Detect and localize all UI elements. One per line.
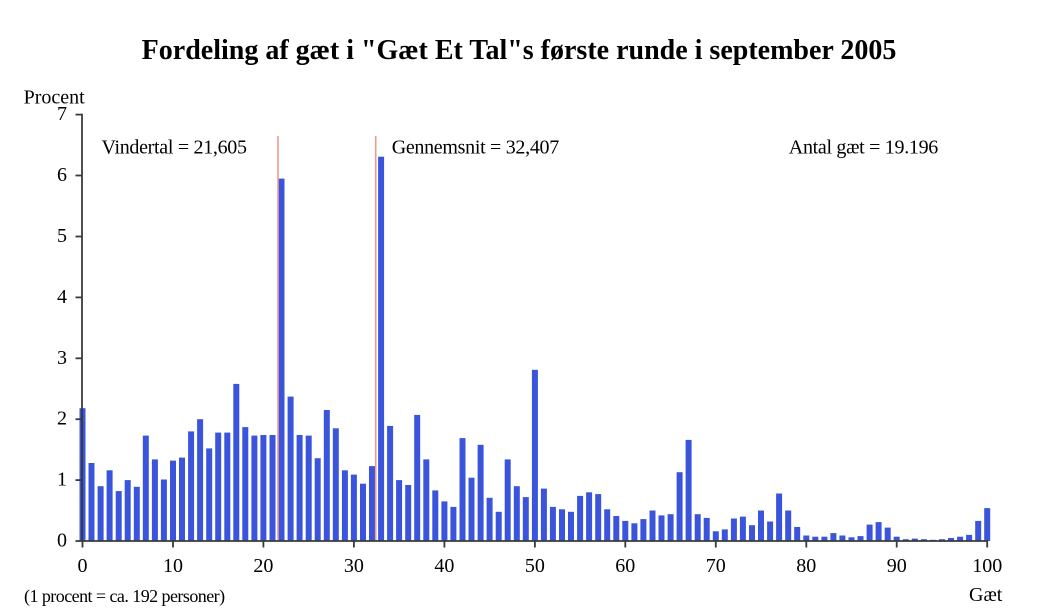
svg-text:100: 100 [972, 555, 1002, 577]
svg-text:5: 5 [57, 225, 67, 247]
svg-text:Gæt: Gæt [969, 584, 1003, 606]
svg-text:Procent: Procent [24, 87, 86, 109]
svg-text:10: 10 [163, 555, 183, 577]
svg-text:3: 3 [57, 347, 67, 369]
svg-text:90: 90 [887, 555, 907, 577]
svg-text:6: 6 [57, 164, 67, 186]
svg-text:Gennemsnit = 32,407: Gennemsnit = 32,407 [392, 137, 560, 159]
svg-text:Fordeling af gæt i "Gæt Et Tal: Fordeling af gæt i "Gæt Et Tal"s første … [142, 35, 897, 66]
svg-text:60: 60 [615, 555, 635, 577]
svg-text:(1 procent = ca. 192 personer): (1 procent = ca. 192 personer) [24, 586, 225, 607]
svg-text:0: 0 [78, 555, 88, 577]
svg-text:7: 7 [57, 103, 67, 125]
svg-text:0: 0 [57, 530, 67, 552]
svg-text:40: 40 [434, 555, 454, 577]
svg-text:80: 80 [796, 555, 816, 577]
svg-text:4: 4 [57, 286, 67, 308]
svg-text:2: 2 [57, 408, 67, 430]
svg-text:30: 30 [344, 555, 364, 577]
svg-text:50: 50 [525, 555, 545, 577]
svg-text:70: 70 [706, 555, 726, 577]
svg-text:20: 20 [253, 555, 273, 577]
svg-text:Antal gæt = 19.196: Antal gæt = 19.196 [789, 137, 939, 159]
svg-text:1: 1 [57, 469, 67, 491]
svg-text:Vindertal = 21,605: Vindertal = 21,605 [102, 137, 248, 159]
